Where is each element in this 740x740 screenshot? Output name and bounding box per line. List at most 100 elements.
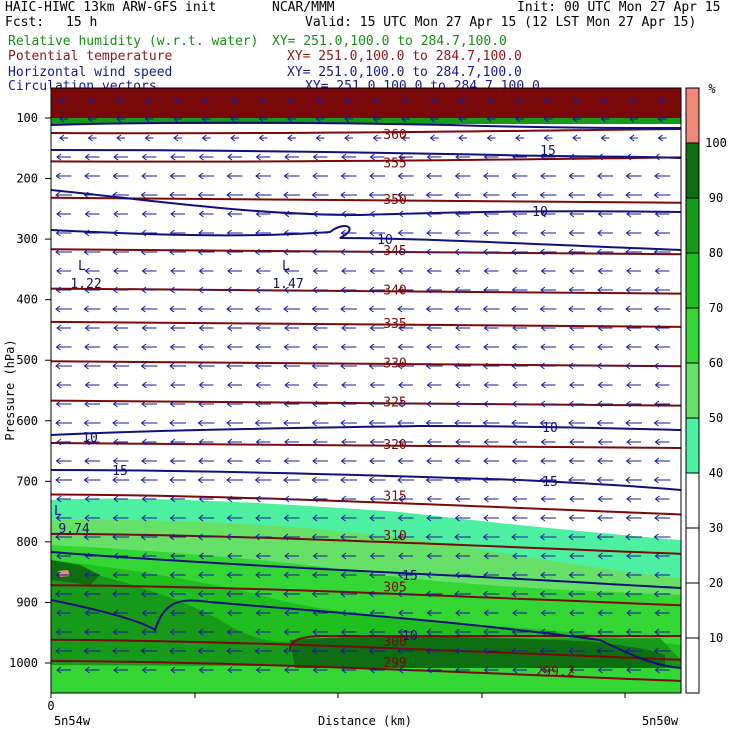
- vector-arrow: [84, 381, 100, 389]
- vector-head: [197, 305, 203, 313]
- vector-head: [59, 115, 65, 123]
- vector-head: [568, 343, 574, 351]
- vector-head: [258, 134, 264, 142]
- vector-head: [84, 628, 90, 636]
- vector-arrow: [511, 305, 528, 313]
- vector-head: [112, 400, 118, 408]
- vector-arrow: [426, 172, 442, 180]
- wind-contour-6: [51, 599, 681, 669]
- vector-head: [283, 362, 289, 370]
- vector-head: [369, 552, 375, 560]
- vector-head: [626, 324, 632, 332]
- vector-arrow: [426, 343, 442, 351]
- vector-arrow: [255, 172, 271, 180]
- vector-arrow: [340, 286, 357, 294]
- vector-arrow: [144, 115, 154, 123]
- vector-arrow: [569, 609, 584, 617]
- vector-arrow: [597, 267, 613, 275]
- vector-arrow: [226, 514, 243, 522]
- vector-arrow: [254, 191, 272, 199]
- vector-head: [458, 96, 464, 104]
- fcst-label: Fcst:: [5, 15, 45, 30]
- vector-arrow: [230, 134, 239, 142]
- vector-head: [568, 571, 574, 579]
- vector-arrow: [426, 400, 442, 408]
- vector-arrow: [596, 248, 614, 256]
- vector-head: [398, 666, 404, 674]
- vector-head: [482, 476, 488, 484]
- vector-head: [55, 419, 61, 427]
- vector-arrow: [401, 134, 410, 142]
- vector-head: [141, 267, 147, 275]
- vector-head: [455, 324, 461, 332]
- vector-arrow: [398, 666, 413, 674]
- vector-arrow: [112, 229, 129, 237]
- vector-head: [141, 514, 147, 522]
- vector-arrow: [597, 324, 613, 332]
- vector-arrow: [170, 153, 185, 161]
- vector-arrow: [568, 476, 585, 484]
- vector-head: [654, 628, 660, 636]
- vector-head: [653, 362, 659, 370]
- vector-head: [56, 210, 62, 218]
- vector-arrow: [112, 400, 129, 408]
- vector-arrow: [198, 343, 214, 351]
- vector-arrow: [311, 191, 329, 199]
- vector-arrow: [112, 172, 129, 180]
- vector-arrow: [426, 267, 442, 275]
- vector-head: [568, 419, 574, 427]
- vector-arrow: [625, 419, 642, 427]
- vector-arrow: [482, 476, 500, 484]
- vector-arrow: [341, 438, 356, 446]
- vector-head: [369, 343, 375, 351]
- vector-head: [141, 552, 147, 560]
- vector-arrow: [372, 134, 382, 142]
- vector-head: [198, 514, 204, 522]
- vector-head: [369, 324, 375, 332]
- vector-arrow: [540, 552, 556, 560]
- vector-head: [454, 533, 460, 541]
- vector-head: [284, 552, 290, 560]
- vector-head: [454, 647, 460, 655]
- vector-arrow: [511, 514, 528, 522]
- vector-head: [454, 476, 460, 484]
- vector-arrow: [170, 495, 185, 503]
- vector-arrow: [226, 590, 243, 598]
- vector-head: [311, 362, 317, 370]
- vector-arrow: [486, 115, 496, 123]
- vector-arrow: [112, 305, 129, 313]
- vector-head: [426, 457, 432, 465]
- vector-arrow: [55, 305, 72, 313]
- vector-arrow: [55, 343, 72, 351]
- vector-head: [568, 590, 574, 598]
- colorbar-unit: %: [708, 82, 716, 96]
- vector-arrow: [540, 153, 556, 161]
- vector-head: [397, 400, 403, 408]
- vector-arrow: [511, 229, 528, 237]
- vector-head: [112, 248, 118, 256]
- vector-head: [56, 267, 62, 275]
- vector-arrow: [540, 609, 556, 617]
- vector-arrow: [141, 381, 157, 389]
- vector-head: [539, 590, 545, 598]
- vector-arrow: [201, 134, 211, 142]
- vector-arrow: [340, 514, 357, 522]
- vector-head: [201, 134, 207, 142]
- vector-head: [284, 210, 290, 218]
- vector-arrow: [454, 647, 471, 655]
- vector-arrow: [55, 514, 72, 522]
- vector-arrow: [540, 628, 556, 636]
- vector-head: [398, 609, 404, 617]
- vector-arrow: [227, 267, 242, 275]
- vector-head: [626, 666, 632, 674]
- vector-arrow: [369, 210, 385, 218]
- vector-arrow: [397, 514, 414, 522]
- vector-arrow: [312, 628, 328, 636]
- vector-arrow: [511, 590, 528, 598]
- vector-head: [540, 609, 546, 617]
- vector-arrow: [454, 476, 471, 484]
- vector-head: [169, 628, 175, 636]
- vector-arrow: [482, 419, 500, 427]
- vector-head: [540, 324, 546, 332]
- vector-arrow: [454, 590, 471, 598]
